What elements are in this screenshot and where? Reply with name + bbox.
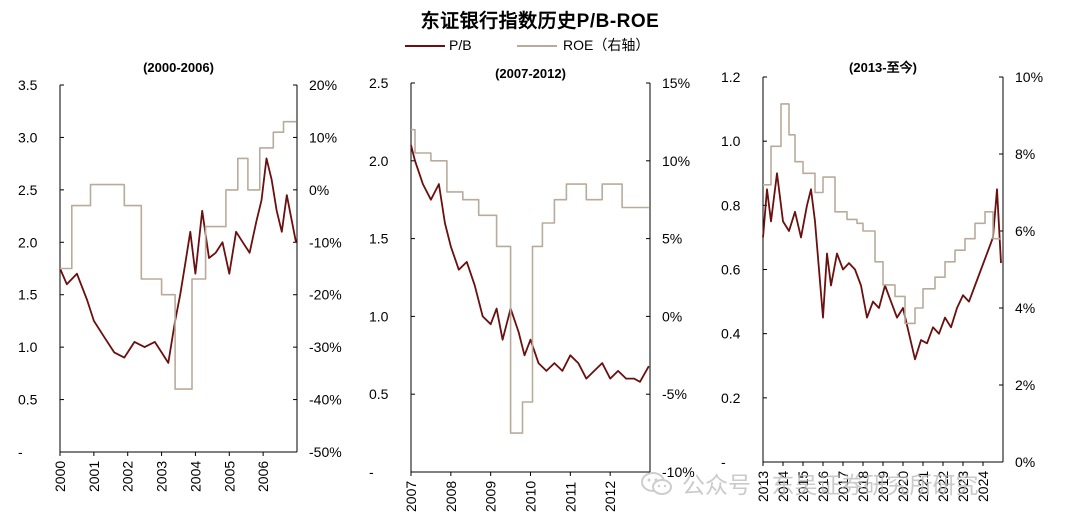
x-tick-label: 2022 [935,471,951,502]
y-left-tick-label: 2.5 [369,75,389,91]
x-tick-label: 2007 [403,481,419,512]
pb-series-line [410,144,650,383]
y-right-tick-label: 20% [309,77,337,93]
panel-1: (2000-2006)3.53.02.52.01.51.00.5-20%10%0… [18,60,342,492]
y-right-tick-label: -50% [309,444,342,460]
y-left-tick-label: 0.6 [721,262,741,278]
y-left-tick-label: 1.5 [18,287,38,303]
roe-series-line [60,120,296,390]
x-tick-label: 2004 [187,461,203,492]
y-left-tick-label: 0.5 [369,386,389,402]
y-left-tick-label: 0.8 [721,197,741,213]
legend-swatch-pb [405,45,445,47]
x-tick-label: 2013 [755,471,771,502]
x-tick-label: 2003 [154,461,170,492]
y-right-tick-label: -20% [309,287,342,303]
x-tick-label: 2012 [602,481,618,512]
y-left-tick-label: 2.0 [18,234,38,250]
y-left-tick-label: 1.5 [369,231,389,247]
x-tick-label: 2011 [562,482,578,512]
x-tick-label: 2010 [523,481,539,512]
y-right-tick-label: 8% [1015,146,1035,162]
x-tick-label: 2024 [975,471,991,502]
watermark: 公众号 · 东吴证券研究所研究 [640,468,1060,504]
pb-series-line [59,157,297,364]
y-left-tick-label: 1.2 [721,69,741,85]
y-right-tick-label: -10% [309,234,342,250]
roe-series-line [411,128,649,434]
panel-title: (2007-2012) [495,66,566,81]
x-tick-label: 2014 [775,471,791,502]
y-right-tick-label: -5% [662,386,687,402]
x-tick-label: 2019 [875,471,891,502]
x-tick-label: 2001 [86,461,102,492]
y-left-tick-label: 2.0 [369,153,389,169]
y-left-tick-label: 0.4 [721,326,741,342]
y-left-tick-label: - [369,464,374,480]
y-left-tick-label: 3.5 [18,77,38,93]
pb-series-line [762,172,1002,361]
y-left-tick-label: 0.2 [721,390,741,406]
y-left-tick-label: - [18,444,23,460]
x-tick-label: 2000 [52,461,68,492]
legend-label-pb: P/B [449,37,472,53]
y-left-tick-label: 0.5 [18,392,38,408]
x-tick-label: 2020 [895,471,911,502]
x-tick-label: 2018 [855,471,871,502]
x-tick-label: 2021 [915,471,931,502]
x-tick-label: 2008 [443,481,459,512]
y-right-tick-label: 2% [1015,377,1035,393]
y-right-tick-label: -10% [662,464,695,480]
y-right-tick-label: 0% [1015,454,1035,470]
x-tick-label: 2015 [795,471,811,502]
y-right-tick-label: 10% [662,153,690,169]
x-tick-label: 2006 [255,461,271,492]
panel-title: (2013-至今) [849,60,917,75]
x-tick-label: 2005 [221,461,237,492]
roe-series-line [763,103,1001,325]
x-tick-label: 2017 [835,471,851,502]
y-right-tick-label: 10% [1015,69,1043,85]
y-right-tick-label: 4% [1015,300,1035,316]
y-right-tick-label: 6% [1015,223,1035,239]
y-left-tick-label: 3.0 [18,129,38,145]
y-right-tick-label: 15% [662,75,690,91]
y-right-tick-label: 5% [662,231,682,247]
y-right-tick-label: 0% [309,182,329,198]
y-right-tick-label: -40% [309,392,342,408]
y-left-tick-label: 2.5 [18,182,38,198]
y-left-tick-label: 1.0 [721,133,741,149]
y-left-tick-label: 1.0 [18,339,38,355]
y-right-tick-label: 10% [309,129,337,145]
watermark-text: 公众号 · 东吴证券研究所研究 [682,472,979,498]
panel-title: (2000-2006) [143,60,214,75]
panel-3: (2013-至今) 1.2 1.0 0.8 0.6 0.4 0.2 - 10% 8% 6% 4% 2% 0… [721,60,1043,502]
legend-label-roe: ROE（右轴） [563,37,650,53]
x-tick-label: 2023 [955,471,971,502]
y-left-tick-label: - [721,454,726,470]
x-tick-label: 2016 [815,471,831,502]
x-tick-label: 2002 [120,461,136,492]
y-left-tick-label: 1.0 [369,308,389,324]
wechat-icon [641,472,672,495]
x-tick-label: 2009 [483,481,499,512]
y-right-tick-label: -30% [309,339,342,355]
chart-title: 东证银行指数历史P/B-ROE [420,11,660,32]
y-right-tick-label: 0% [662,308,682,324]
legend-swatch-roe [517,45,557,47]
panel-2: (2007-2012) 2.5 2.0 1.5 1.0 0.5 - 15% 10% 5% 0% -5%… [369,66,695,512]
